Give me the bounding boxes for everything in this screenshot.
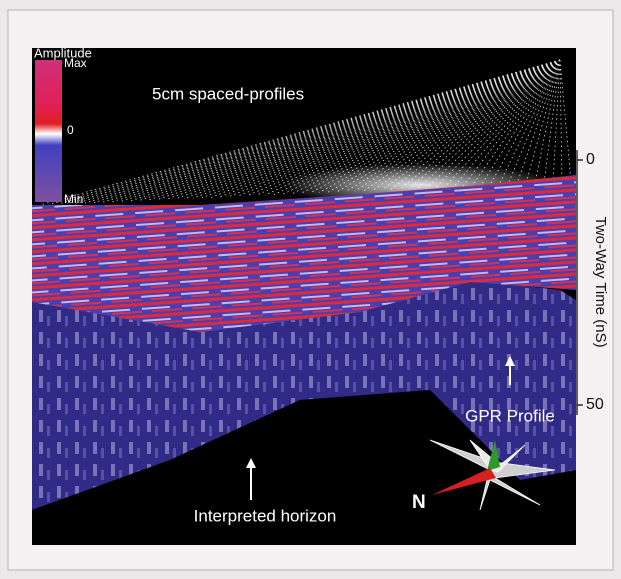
axis-label: Two-Way Time (nS) xyxy=(592,216,609,347)
figure-title: 5cm spaced-profiles xyxy=(152,84,304,103)
colorbar-zero: 0 xyxy=(67,123,74,137)
tick-label: 50 xyxy=(586,396,604,413)
north-label: N xyxy=(412,492,426,513)
horizon-label: Interpreted horizon xyxy=(194,506,337,525)
colorbar-max: Max xyxy=(64,56,87,70)
page: Amplitude Max 0 Min 5cm spaced-profiles … xyxy=(0,0,621,579)
gpr-profile-label: GPR Profile xyxy=(465,406,555,425)
colorbar xyxy=(35,60,62,202)
colorbar-min: Min xyxy=(64,192,83,206)
tick-label: 0 xyxy=(586,151,595,168)
figure: Amplitude Max 0 Min 5cm spaced-profiles … xyxy=(0,0,621,579)
